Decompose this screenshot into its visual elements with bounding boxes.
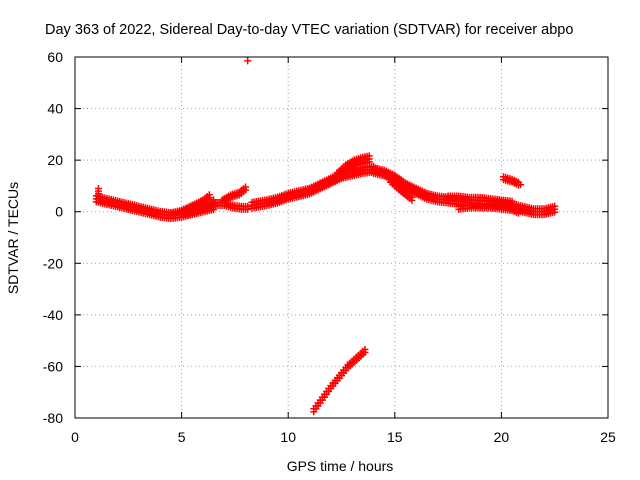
data-point xyxy=(248,196,269,212)
series-band-18-21-low xyxy=(455,201,522,217)
grid xyxy=(75,57,608,418)
y-tick-label: 40 xyxy=(47,101,63,117)
axis-ticks: 0 5 10 15 20 25 -80 -60 -40 -20 0 20 40 60 xyxy=(43,49,616,445)
series-peak-upper xyxy=(333,152,373,183)
series-band-17-21 xyxy=(444,192,516,208)
x-tick-label: 10 xyxy=(280,429,296,445)
series-outlier-low-line xyxy=(310,345,369,416)
data-point xyxy=(333,163,348,183)
data-point xyxy=(444,192,461,203)
x-tick-label: 0 xyxy=(71,429,79,445)
data-point xyxy=(242,183,250,194)
data-point xyxy=(306,180,322,198)
data-point xyxy=(517,181,525,189)
data-point xyxy=(508,204,520,216)
x-tick-label: 20 xyxy=(494,429,510,445)
x-axis-label: GPS time / hours xyxy=(287,458,394,474)
data-point xyxy=(310,384,333,416)
data-point xyxy=(199,192,211,207)
data-point xyxy=(408,193,416,204)
y-tick-label: -20 xyxy=(43,255,63,271)
data-points xyxy=(92,57,559,416)
series-segment-6-7 xyxy=(203,198,252,213)
data-point xyxy=(395,183,407,197)
series-segment-7-8 xyxy=(218,183,250,207)
x-tick-label: 25 xyxy=(600,429,616,445)
data-point xyxy=(103,194,120,210)
plot-frame xyxy=(74,56,609,419)
y-tick-label: -40 xyxy=(43,307,63,323)
data-point xyxy=(135,202,151,218)
series-outlier-high xyxy=(244,57,252,65)
series-isolated-20-21 xyxy=(500,173,525,189)
data-point xyxy=(244,202,252,213)
data-point xyxy=(529,205,546,219)
data-point xyxy=(327,364,350,393)
x-tick-label: 5 xyxy=(178,429,186,445)
data-point xyxy=(365,152,373,166)
series-main-rise xyxy=(248,162,377,212)
y-tick-label: 0 xyxy=(55,204,63,220)
y-axis-label: SDTVAR / TECUs xyxy=(5,182,21,294)
data-point xyxy=(244,57,252,65)
data-point xyxy=(316,175,333,193)
y-tick-label: -80 xyxy=(43,410,63,426)
y-tick-label: 20 xyxy=(47,152,63,168)
series-decline-lower xyxy=(387,175,416,204)
series-start-points xyxy=(94,185,105,204)
y-tick-label: 60 xyxy=(47,49,63,65)
data-point xyxy=(551,202,559,216)
data-point xyxy=(342,157,356,175)
data-point xyxy=(274,190,290,207)
data-point xyxy=(97,196,105,204)
data-point xyxy=(361,345,369,356)
data-point xyxy=(344,347,367,372)
data-point xyxy=(193,202,209,217)
y-tick-label: -60 xyxy=(43,358,63,374)
x-tick-label: 15 xyxy=(387,429,403,445)
data-point xyxy=(514,206,522,217)
chart-title: Day 363 of 2022, Sidereal Day-to-day VTE… xyxy=(45,22,573,38)
